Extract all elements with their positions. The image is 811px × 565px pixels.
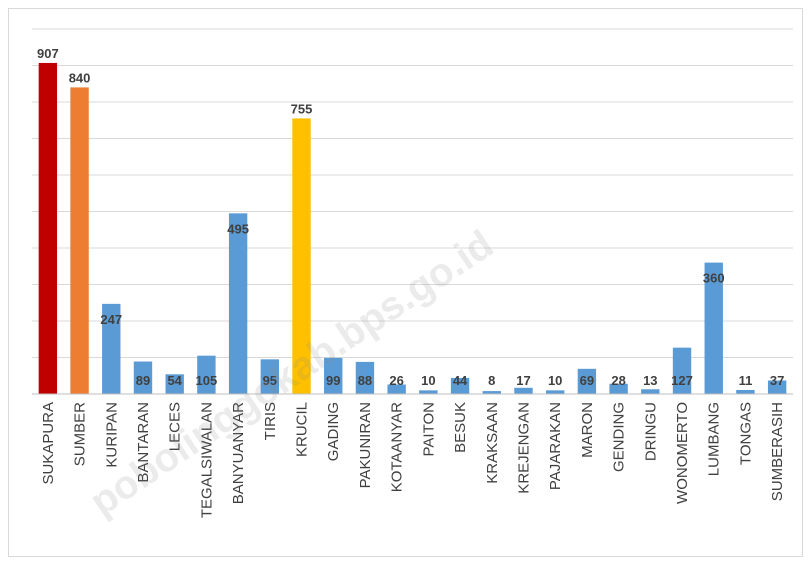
- value-label-kotaanyar: 26: [389, 373, 403, 388]
- bar-wonomerto: [672, 347, 692, 394]
- bar-sukapura: [38, 62, 58, 394]
- bar-banyuanyar: [228, 213, 248, 394]
- category-label-dringu: DRINGU: [642, 402, 659, 461]
- category-labels: SUKAPURA SUMBER KURIPAN BANTARAN LECES TEGALS…: [40, 402, 786, 518]
- value-label-tongas: 11: [739, 373, 753, 388]
- bar-lumbang: [704, 262, 723, 394]
- category-label-gending: GENDING: [611, 402, 628, 472]
- category-label-tegalsiwalan: TEGALSIWALAN: [198, 402, 215, 518]
- bar-besuk: [450, 377, 470, 394]
- category-label-lumbang: LUMBANG: [706, 402, 723, 476]
- value-label-wonomerto: 127: [671, 373, 693, 388]
- category-label-sumber: SUMBER: [72, 402, 89, 466]
- value-label-maron: 69: [580, 373, 594, 388]
- bar-maron: [577, 368, 597, 394]
- category-label-kuripan: KURIPAN: [103, 402, 120, 468]
- bar-krejengan: [514, 387, 533, 394]
- bar-dringu: [641, 389, 660, 394]
- category-label-kraksaan: KRAKSAAN: [484, 402, 501, 484]
- bar-sumber: [70, 87, 89, 395]
- category-label-paiton: PAITON: [420, 402, 437, 456]
- value-label-gending: 28: [611, 373, 625, 388]
- bar-tegalsiwalan: [197, 355, 216, 394]
- value-label-sumberasih: 37: [770, 373, 784, 388]
- value-label-besuk: 44: [453, 373, 468, 388]
- category-label-tiris: TIRIS: [262, 402, 279, 440]
- value-label-gading: 99: [326, 373, 340, 388]
- category-label-pajarakan: PAJARAKAN: [547, 402, 564, 490]
- value-label-paiton: 10: [421, 373, 435, 388]
- category-label-bantaran: BANTARAN: [135, 402, 152, 483]
- value-label-pajarakan: 10: [548, 373, 562, 388]
- value-label-tiris: 95: [263, 373, 277, 388]
- category-label-maron: MARON: [579, 402, 596, 458]
- bar-kraksaan: [482, 391, 501, 394]
- chart-frame: 907 840 247 89 54 105 495 95 755 99 88 26 10 44 8 17 10 6…: [8, 8, 803, 557]
- bar-sumberasih: [767, 380, 787, 394]
- category-label-tongas: TONGAS: [737, 402, 754, 465]
- value-label-tegalsiwalan: 105: [196, 373, 218, 388]
- bar-chart: 907 840 247 89 54 105 495 95 755 99 88 26 10 44 8 17 10 6…: [32, 28, 793, 524]
- value-label-dringu: 13: [643, 373, 657, 388]
- category-label-banyuanyar: BANYUANYAR: [230, 402, 247, 504]
- value-label-krucil: 755: [291, 101, 313, 116]
- value-label-pakuniran: 88: [358, 373, 372, 388]
- bar-tongas: [736, 389, 755, 394]
- gridlines: [32, 28, 793, 358]
- bar-bantaran: [133, 361, 153, 394]
- value-label-krejengan: 17: [516, 373, 530, 388]
- bar-leces: [165, 374, 184, 394]
- bar-gading: [324, 357, 343, 394]
- bar-krucil: [292, 118, 311, 395]
- bars: [38, 62, 787, 395]
- value-labels: 907 840 247 89 54 105 495 95 755 99 88 26 10 44 8 17 10 6…: [37, 46, 784, 388]
- value-label-sumber: 840: [69, 70, 91, 85]
- category-label-krucil: KRUCIL: [294, 402, 311, 457]
- bar-pakuniran: [355, 361, 375, 394]
- value-label-kraksaan: 8: [488, 373, 495, 388]
- category-label-leces: LECES: [167, 402, 184, 451]
- category-label-sukapura: SUKAPURA: [40, 402, 57, 485]
- value-label-kuripan: 247: [100, 312, 122, 327]
- value-label-sukapura: 907: [37, 46, 59, 61]
- bar-tiris: [260, 359, 280, 394]
- category-label-gading: GADING: [325, 402, 342, 461]
- value-label-leces: 54: [167, 373, 182, 388]
- category-label-wonomerto: WONOMERTO: [674, 402, 691, 504]
- category-label-kotaanyar: KOTAANYAR: [389, 402, 406, 492]
- value-label-bantaran: 89: [136, 373, 150, 388]
- bar-gending: [609, 383, 628, 394]
- category-label-besuk: BESUK: [452, 402, 469, 453]
- value-label-banyuanyar: 495: [227, 221, 249, 236]
- category-label-sumberasih: SUMBERASIH: [769, 402, 786, 501]
- bar-kotaanyar: [387, 384, 406, 394]
- bar-pajarakan: [545, 390, 565, 394]
- category-label-krejengan: KREJENGAN: [515, 402, 532, 494]
- category-label-pakuniran: PAKUNIRAN: [357, 402, 374, 488]
- bar-kuripan: [102, 303, 121, 394]
- value-label-lumbang: 360: [703, 271, 725, 286]
- bar-paiton: [419, 390, 438, 394]
